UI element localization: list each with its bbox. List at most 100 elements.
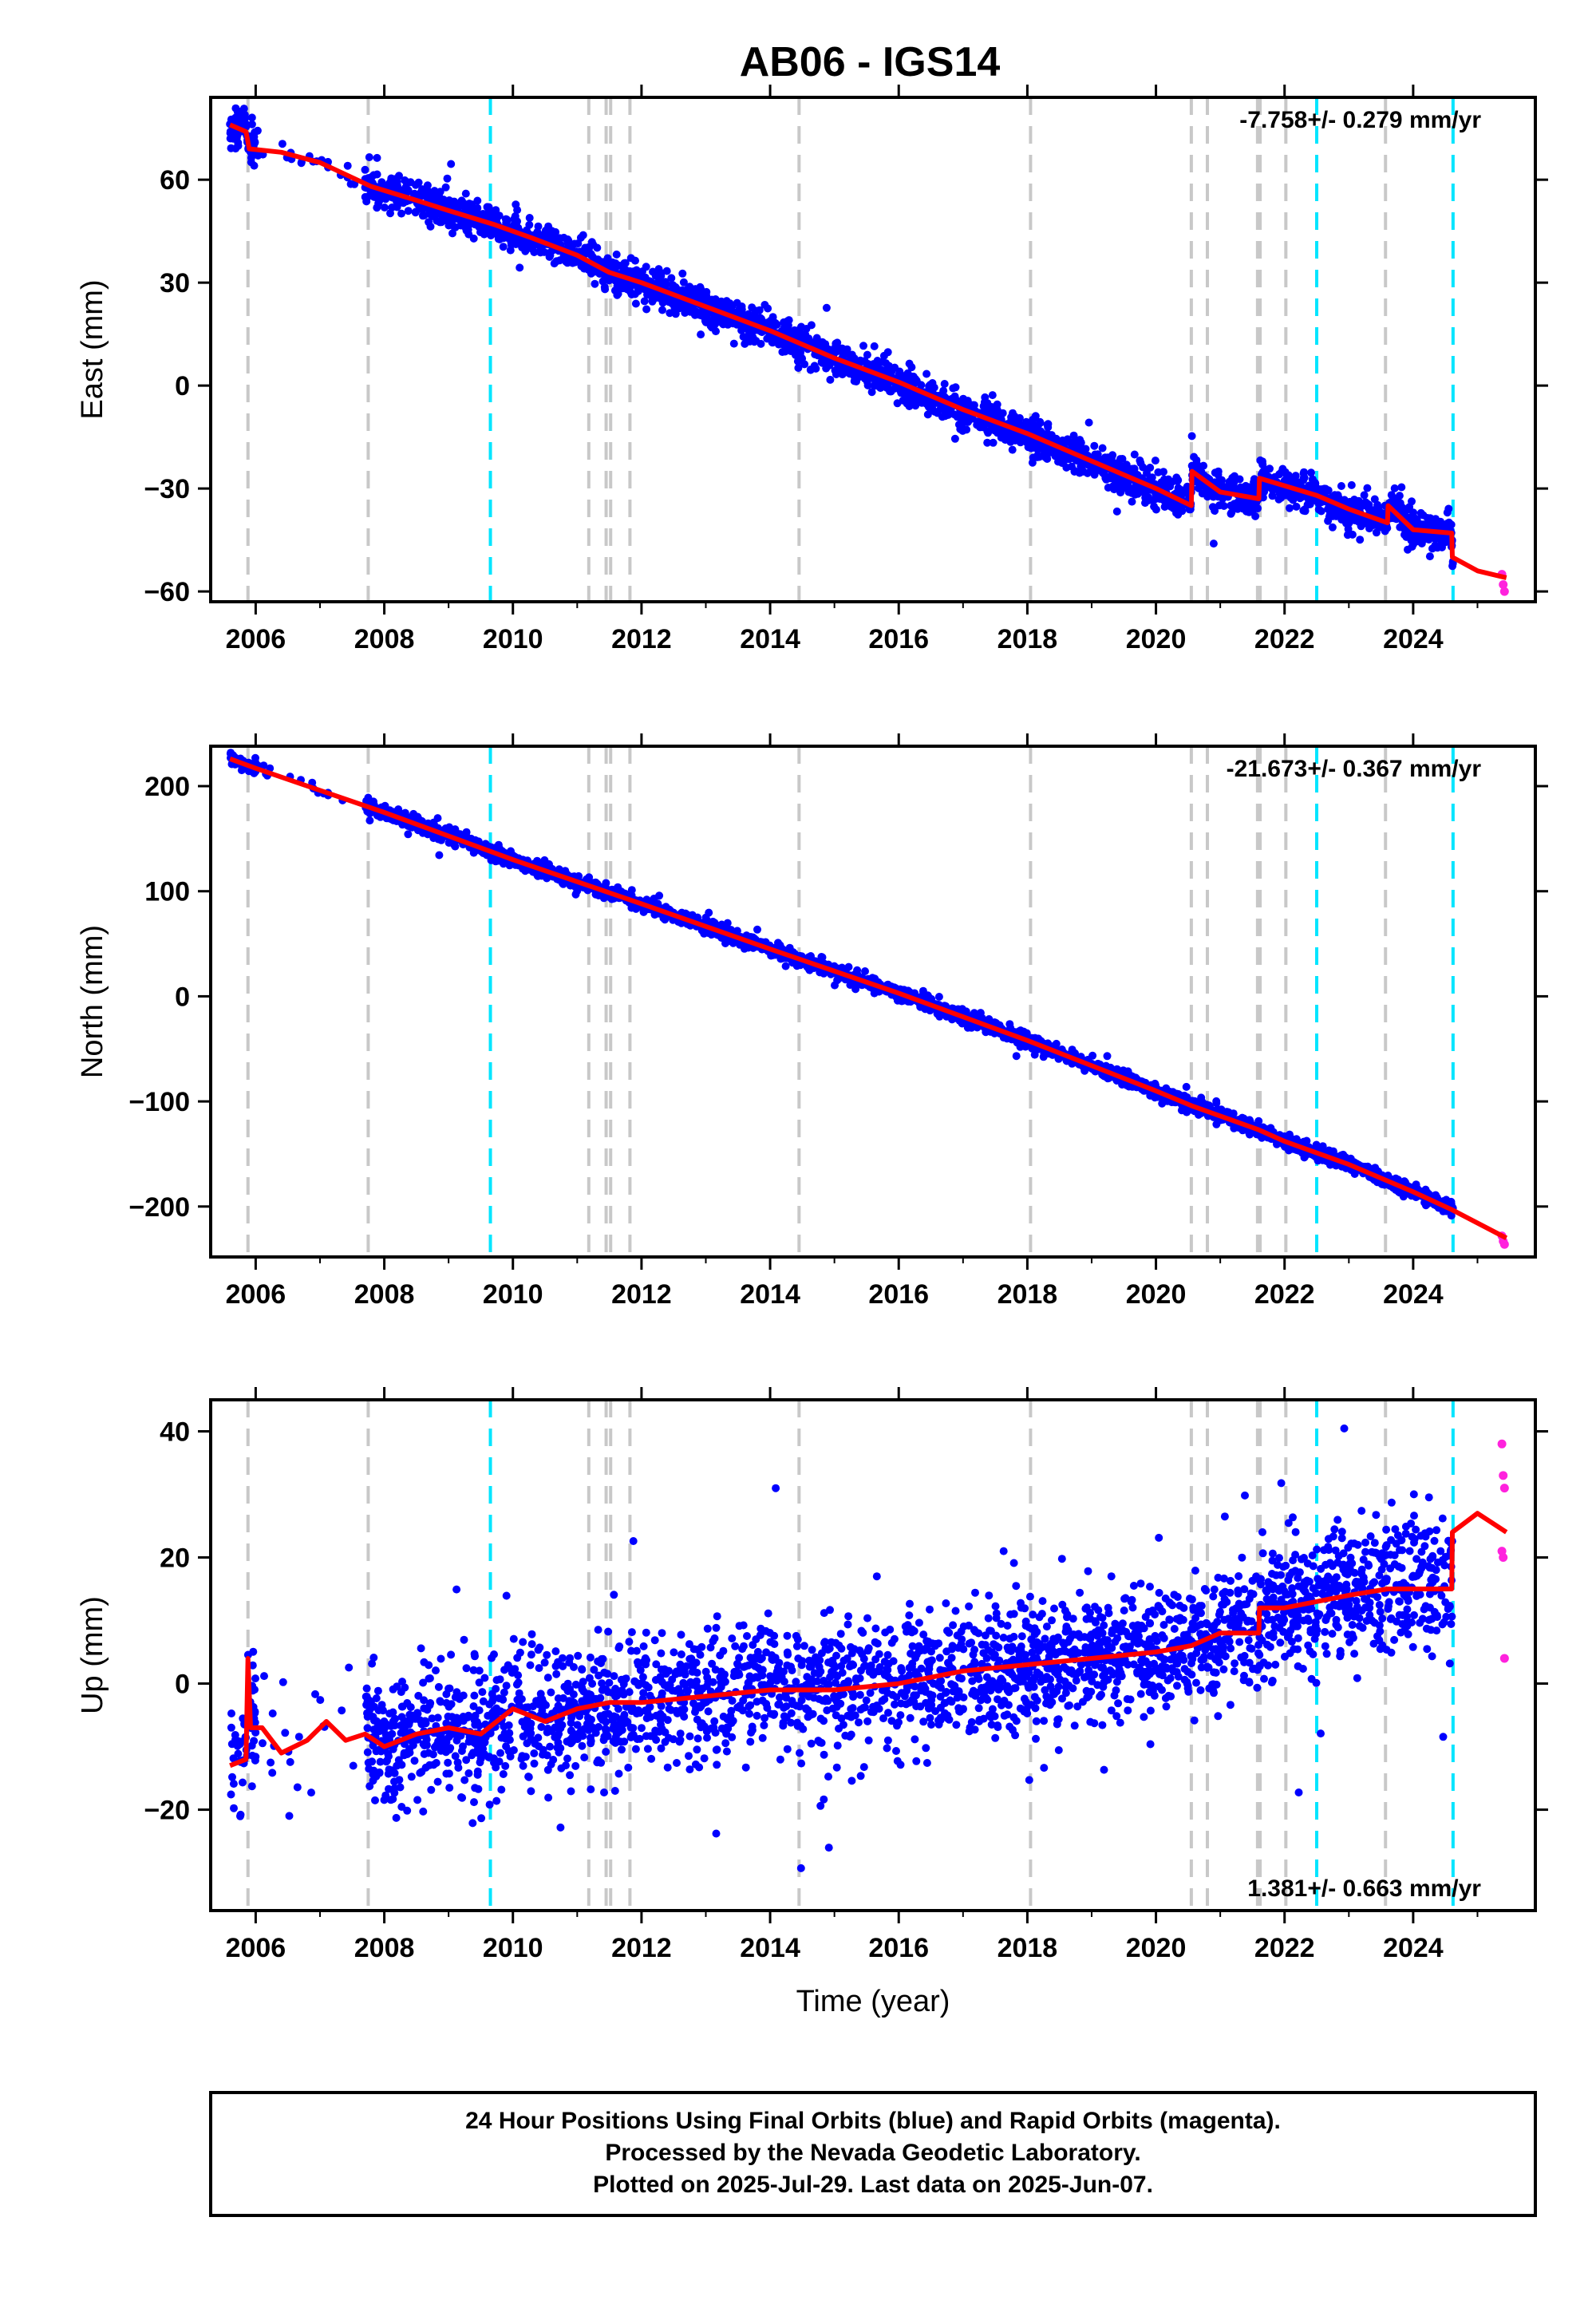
final-point — [678, 270, 686, 278]
final-point — [1356, 501, 1364, 509]
final-point — [405, 207, 413, 215]
final-point — [895, 368, 903, 376]
final-point — [1044, 423, 1052, 431]
final-point — [757, 340, 765, 348]
final-point — [1276, 489, 1284, 497]
final-point — [247, 154, 255, 162]
final-point — [701, 294, 709, 302]
final-point — [693, 289, 701, 297]
final-point — [552, 257, 560, 265]
final-point — [994, 401, 1001, 409]
final-point — [797, 323, 805, 331]
final-point — [1283, 472, 1291, 480]
final-point — [1299, 476, 1307, 484]
final-point — [1215, 501, 1223, 509]
final-point — [1091, 451, 1099, 459]
final-point — [822, 365, 830, 373]
final-point — [1104, 1052, 1112, 1060]
final-point — [1033, 453, 1041, 461]
final-point — [1426, 552, 1434, 560]
final-point — [1363, 500, 1371, 508]
final-point — [861, 375, 869, 383]
final-point — [516, 263, 523, 271]
final-point — [766, 334, 774, 342]
panels: 2006 2008 2010 2012 2014 2016 2018 2020 2022 2024… — [76, 85, 1548, 2018]
final-point — [507, 247, 515, 255]
x-tick-label: 2014 — [740, 624, 800, 654]
final-point — [404, 830, 412, 838]
figure: AB06 - IGS14 2006 2008 2010 2012 2014 2016 201… — [0, 0, 1596, 2316]
final-point — [587, 267, 595, 275]
final-point — [925, 382, 933, 390]
final-point — [1131, 451, 1139, 459]
final-point — [782, 962, 790, 970]
final-point — [764, 305, 772, 313]
final-point — [859, 342, 867, 350]
final-point — [234, 131, 242, 139]
final-point — [444, 175, 452, 183]
final-point — [852, 377, 860, 385]
final-point — [983, 439, 991, 447]
final-point — [1391, 484, 1399, 492]
final-point — [1307, 468, 1315, 476]
final-point — [1364, 520, 1372, 528]
final-point — [753, 926, 761, 934]
final-point — [1333, 512, 1341, 520]
final-point — [1128, 498, 1136, 506]
final-point — [666, 309, 674, 317]
x-tick-label: 2022 — [1254, 624, 1315, 654]
final-point — [248, 113, 256, 121]
final-point — [1348, 481, 1356, 489]
final-point — [470, 235, 478, 243]
final-point — [1324, 517, 1332, 525]
final-point — [1152, 456, 1159, 464]
y-axis-label: East (mm) — [76, 279, 109, 419]
y-tick-label: 60 — [160, 165, 190, 196]
final-point — [1210, 539, 1218, 547]
final-point — [1118, 463, 1126, 471]
final-point — [924, 410, 932, 418]
final-point — [519, 238, 527, 246]
final-point — [719, 300, 727, 308]
final-point — [1009, 446, 1017, 454]
final-point — [939, 405, 947, 413]
final-point — [231, 114, 239, 122]
final-point — [1104, 484, 1112, 492]
y-tick-label: 0 — [175, 371, 190, 401]
final-point — [1417, 509, 1425, 517]
final-point — [419, 211, 427, 219]
final-point — [1428, 544, 1436, 552]
final-point — [373, 154, 381, 162]
final-point — [708, 323, 716, 331]
final-point — [832, 343, 839, 351]
final-point — [807, 366, 815, 374]
final-point — [1228, 474, 1236, 482]
final-point — [1396, 492, 1404, 500]
final-orbit-points — [227, 749, 1457, 1219]
final-point — [452, 223, 460, 231]
final-point — [1136, 456, 1144, 464]
final-point — [1215, 471, 1223, 479]
final-point — [1408, 497, 1416, 505]
final-point — [848, 351, 856, 359]
panel-east: 2006 2008 2010 2012 2014 2016 2018 2020 2022 2024… — [76, 85, 1548, 654]
final-point — [1106, 474, 1114, 482]
final-point — [386, 209, 394, 217]
final-point — [871, 342, 879, 350]
final-point — [1269, 492, 1277, 500]
final-point — [425, 218, 433, 226]
final-point — [872, 381, 880, 389]
final-point — [642, 263, 650, 271]
final-point — [794, 358, 802, 366]
final-point — [368, 173, 376, 181]
final-point — [1188, 432, 1196, 440]
rapid-point — [1500, 587, 1509, 596]
final-point — [1432, 515, 1440, 523]
final-point — [231, 144, 239, 152]
final-point — [837, 366, 845, 374]
final-point — [1070, 437, 1078, 445]
final-point — [887, 367, 895, 375]
final-point — [1178, 507, 1186, 515]
y-tick-label: 30 — [160, 268, 190, 298]
